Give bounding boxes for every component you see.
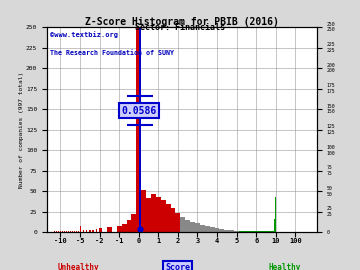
Bar — [107, 227, 112, 232]
Bar — [268, 231, 269, 232]
Bar — [60, 231, 61, 232]
Bar — [76, 231, 77, 232]
Bar — [265, 231, 266, 232]
Bar — [126, 220, 131, 232]
Text: Unhealthy: Unhealthy — [57, 264, 99, 270]
Bar — [58, 231, 59, 232]
Bar — [86, 230, 87, 232]
Text: Score: Score — [165, 264, 190, 270]
Bar — [224, 230, 229, 232]
Bar — [68, 231, 69, 232]
Bar — [220, 229, 224, 232]
Bar — [215, 228, 220, 232]
Bar — [269, 231, 270, 232]
Bar — [274, 219, 275, 232]
Bar — [74, 231, 75, 232]
Bar — [82, 230, 84, 232]
Bar — [156, 197, 161, 232]
Bar — [210, 227, 215, 232]
Bar — [195, 223, 200, 232]
Bar — [117, 226, 122, 232]
Bar — [185, 220, 190, 232]
Bar — [161, 200, 166, 232]
Bar — [139, 27, 141, 232]
Bar — [239, 231, 244, 232]
Bar — [259, 231, 260, 232]
Title: Z-Score Histogram for PBIB (2016): Z-Score Histogram for PBIB (2016) — [85, 17, 279, 27]
Text: The Research Foundation of SUNY: The Research Foundation of SUNY — [50, 50, 174, 56]
Bar — [166, 204, 171, 232]
Bar — [66, 231, 67, 232]
Bar — [141, 190, 146, 232]
Bar — [190, 221, 195, 232]
Bar — [136, 27, 141, 232]
Bar — [171, 208, 175, 232]
Bar — [258, 231, 259, 232]
Bar — [151, 194, 156, 232]
Bar — [99, 228, 102, 232]
Bar — [64, 231, 65, 232]
Bar — [92, 230, 94, 232]
Bar — [244, 231, 249, 232]
Bar — [72, 231, 73, 232]
Bar — [146, 198, 151, 232]
Text: Sector: Financials: Sector: Financials — [135, 23, 225, 32]
Bar — [229, 230, 234, 232]
Bar — [89, 230, 91, 232]
Bar — [249, 231, 254, 232]
Bar — [131, 214, 136, 232]
Bar — [95, 229, 97, 232]
Bar — [273, 231, 274, 232]
Bar — [175, 213, 180, 232]
Bar — [266, 231, 268, 232]
Bar — [254, 231, 257, 232]
Bar — [56, 231, 57, 232]
Bar — [122, 224, 126, 232]
Bar — [180, 217, 185, 232]
Bar — [70, 231, 71, 232]
Bar — [54, 231, 55, 232]
Bar — [80, 226, 81, 232]
Bar — [200, 225, 205, 232]
Bar — [270, 231, 271, 232]
Bar — [275, 197, 276, 232]
Text: 0.0586: 0.0586 — [121, 106, 157, 116]
Bar — [263, 231, 264, 232]
Bar — [271, 231, 273, 232]
Bar — [260, 231, 262, 232]
Bar — [62, 231, 63, 232]
Bar — [264, 231, 265, 232]
Bar — [257, 231, 258, 232]
Bar — [234, 231, 239, 232]
Text: Healthy: Healthy — [269, 264, 301, 270]
Bar — [205, 227, 210, 232]
Y-axis label: Number of companies (997 total): Number of companies (997 total) — [19, 72, 24, 188]
Bar — [262, 231, 263, 232]
Text: ©www.textbiz.org: ©www.textbiz.org — [50, 31, 117, 38]
